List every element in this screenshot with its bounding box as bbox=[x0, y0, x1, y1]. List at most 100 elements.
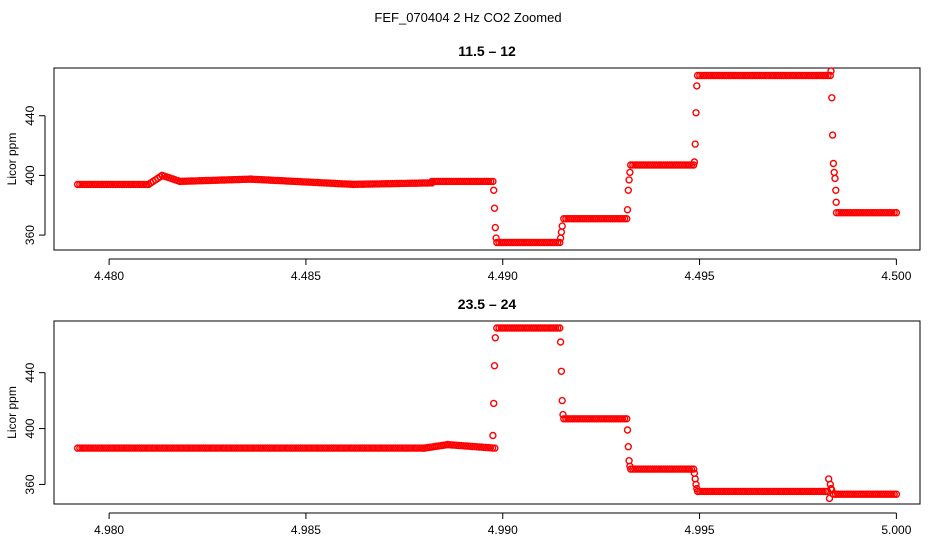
data-point bbox=[559, 410, 567, 419]
data-points bbox=[73, 67, 901, 247]
data-point bbox=[284, 177, 293, 185]
data-point bbox=[890, 490, 898, 498]
y-axis-label: Licor ppm bbox=[5, 386, 19, 439]
data-point bbox=[625, 176, 633, 184]
data-point bbox=[276, 176, 284, 185]
data-point bbox=[892, 490, 901, 498]
data-point bbox=[104, 180, 113, 189]
y-tick-label: 440 bbox=[23, 105, 37, 125]
data-points bbox=[73, 324, 901, 503]
data-point bbox=[623, 214, 631, 223]
data-point bbox=[618, 415, 627, 423]
data-point bbox=[693, 82, 701, 90]
y-tick-label: 360 bbox=[23, 474, 37, 494]
chart-panel-bottom: 23.5 – 24 4.980 4.985 4.990 4.995 5.000 360 400… bbox=[5, 296, 921, 537]
data-point bbox=[489, 431, 497, 440]
y-tick-label: 400 bbox=[23, 165, 37, 185]
data-point bbox=[692, 109, 700, 117]
data-point bbox=[722, 71, 730, 80]
data-point bbox=[220, 176, 228, 184]
data-point bbox=[461, 442, 470, 450]
data-point bbox=[490, 362, 499, 370]
data-point bbox=[558, 222, 566, 230]
data-point bbox=[690, 158, 699, 166]
data-point bbox=[832, 186, 840, 195]
data-point bbox=[764, 487, 772, 496]
x-tick-label: 5.000 bbox=[881, 523, 911, 537]
data-point bbox=[693, 484, 701, 493]
data-point bbox=[556, 238, 564, 247]
data-point bbox=[832, 198, 840, 207]
data-point bbox=[828, 94, 836, 102]
chart-panel-top: 11.5 – 12 4.480 4.485 4.490 4.495 4.500 360 400… bbox=[5, 43, 921, 283]
data-point bbox=[626, 462, 634, 470]
data-point bbox=[551, 238, 560, 247]
panel-title: 11.5 – 12 bbox=[458, 43, 516, 59]
panel-title: 23.5 – 24 bbox=[458, 296, 517, 312]
data-point bbox=[623, 415, 631, 423]
data-point bbox=[692, 480, 700, 489]
data-point bbox=[691, 140, 699, 148]
data-point bbox=[846, 208, 854, 217]
data-point bbox=[202, 176, 211, 185]
data-point bbox=[626, 168, 634, 177]
data-point bbox=[356, 444, 364, 452]
data-point bbox=[831, 174, 839, 183]
data-point bbox=[89, 180, 97, 189]
data-point bbox=[252, 444, 260, 452]
data-point bbox=[886, 208, 894, 217]
y-tick-label: 400 bbox=[23, 418, 37, 438]
data-point bbox=[221, 444, 230, 452]
data-point bbox=[320, 179, 328, 187]
data-point bbox=[742, 71, 750, 80]
data-point bbox=[800, 71, 808, 80]
data-point bbox=[391, 444, 399, 452]
plot-frame bbox=[53, 67, 921, 251]
data-point bbox=[184, 444, 192, 452]
data-point bbox=[302, 178, 311, 186]
data-point bbox=[780, 71, 788, 80]
y-tick-label: 440 bbox=[23, 362, 37, 382]
data-point bbox=[828, 131, 837, 139]
data-point bbox=[231, 175, 240, 184]
data-point bbox=[491, 334, 499, 342]
data-point bbox=[556, 324, 564, 332]
data-point bbox=[822, 71, 830, 80]
data-point bbox=[764, 71, 772, 80]
y-axis-label: Licor ppm bbox=[5, 133, 19, 186]
x-tick-label: 4.495 bbox=[685, 269, 715, 283]
data-point bbox=[142, 180, 151, 189]
data-point bbox=[890, 208, 898, 217]
data-point bbox=[830, 168, 838, 177]
data-point bbox=[762, 487, 770, 496]
x-tick-label: 4.480 bbox=[94, 269, 124, 283]
data-point bbox=[624, 186, 632, 195]
x-tick-label: 4.485 bbox=[291, 269, 321, 283]
data-point bbox=[832, 208, 841, 217]
data-point bbox=[189, 177, 197, 185]
data-point bbox=[492, 234, 500, 242]
data-point bbox=[762, 71, 770, 80]
data-point bbox=[855, 208, 863, 217]
data-point bbox=[290, 444, 298, 452]
data-point bbox=[218, 176, 226, 184]
data-point bbox=[488, 444, 497, 452]
data-point bbox=[883, 208, 892, 217]
data-point bbox=[140, 180, 148, 189]
y-tick-label: 360 bbox=[23, 225, 37, 245]
data-point bbox=[700, 71, 708, 80]
data-point bbox=[720, 71, 728, 80]
data-point bbox=[826, 71, 834, 80]
data-point bbox=[487, 177, 495, 186]
data-point bbox=[827, 67, 835, 75]
data-point bbox=[490, 399, 498, 408]
data-point bbox=[892, 208, 901, 217]
data-point bbox=[360, 444, 369, 452]
data-point bbox=[249, 175, 257, 184]
data-point bbox=[759, 487, 768, 496]
data-point bbox=[338, 180, 346, 188]
data-point bbox=[821, 487, 829, 496]
data-point bbox=[782, 71, 790, 80]
data-point bbox=[187, 177, 195, 185]
data-point bbox=[868, 208, 876, 217]
